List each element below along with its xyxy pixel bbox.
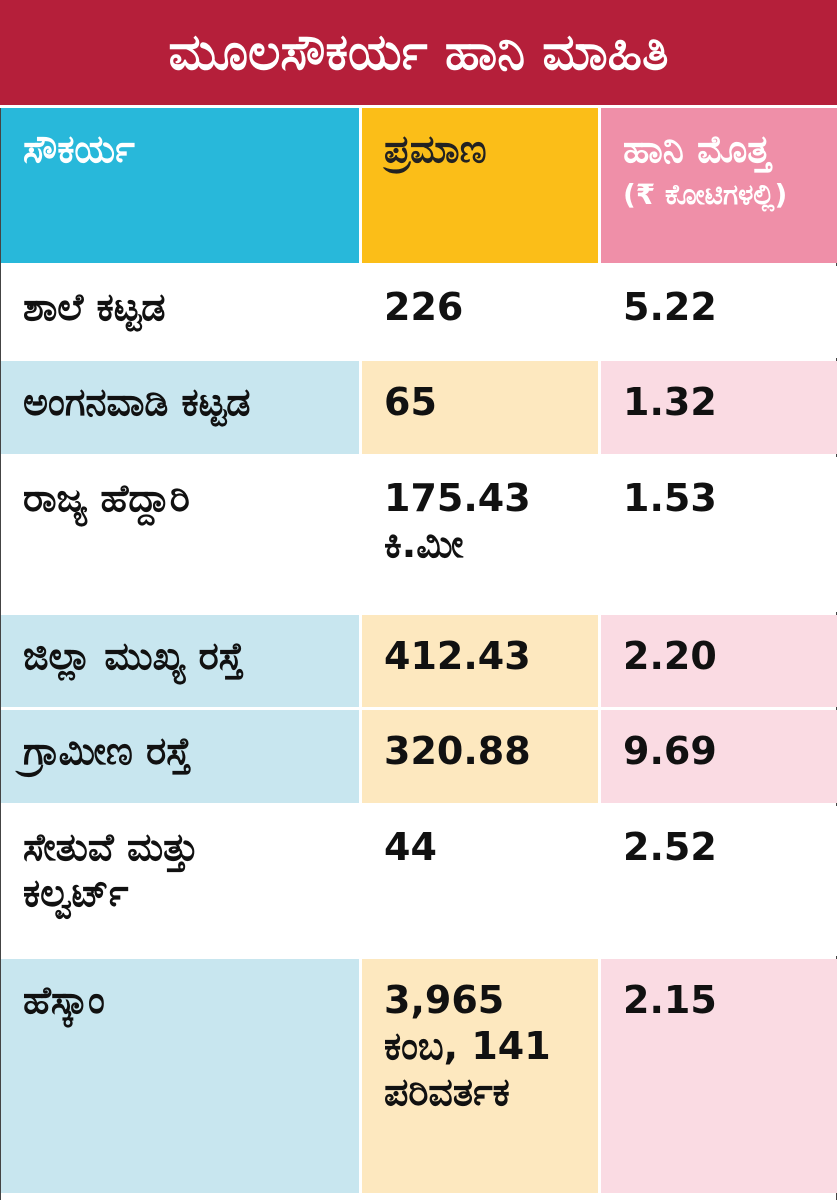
header-cell: ಹಾನಿ ಮೊತ್ತ (₹ ಕೋಟಿಗಳಲ್ಲಿ) xyxy=(601,108,837,263)
table-cell: 44 xyxy=(362,806,598,956)
table-cell: 9.69 xyxy=(601,710,837,803)
table-cell-text: ಕಿ.ಮೀ xyxy=(384,522,464,566)
title-bar: ಮೂಲಸೌಕರ್ಯ ಹಾನಿ ಮಾಹಿತಿ xyxy=(0,0,837,108)
header-cell-text: ಸೌಕರ್ಯ xyxy=(23,127,135,171)
table-cell: 1.32 xyxy=(601,361,837,454)
table-cell-text: 5.22 xyxy=(623,285,717,329)
table-cell: 1.53 xyxy=(601,457,837,612)
table-cell: 65 xyxy=(362,361,598,454)
table-cell-text: 9.69 xyxy=(623,729,717,773)
table-cell-text: ಪರಿವರ್ತಕ xyxy=(384,1070,510,1114)
table-cell: 412.43 xyxy=(362,615,598,707)
table-cell: ಅಂಗನವಾಡಿ ಕಟ್ಟಡ xyxy=(1,361,359,454)
table-cell-text: ಶಾಲೆ ಕಟ್ಟಡ xyxy=(23,285,166,329)
header-cell: ಪ್ರಮಾಣ xyxy=(362,108,598,263)
table-cell-text: 65 xyxy=(384,380,437,424)
table-cell: 3,965 ಕಂಬ, 141 ಪರಿವರ್ತಕ xyxy=(362,959,598,1193)
table-cell: ಸೇತುವೆ ಮತ್ತು ಕಲ್ವರ್ಟ್ xyxy=(1,806,359,956)
table-cell: 2.52 xyxy=(601,806,837,956)
table-cell-text: ಸೇತುವೆ ಮತ್ತು xyxy=(23,825,199,869)
header-cell-text: ಪ್ರಮಾಣ xyxy=(384,127,487,171)
header-cell: ಸೌಕರ್ಯ xyxy=(1,108,359,263)
table-cell-text: 44 xyxy=(384,825,437,869)
table-cell: ಜಿಲ್ಲಾ ಮುಖ್ಯ ರಸ್ತೆ xyxy=(1,615,359,707)
table-cell-text: ಕಲ್ವರ್ಟ್ xyxy=(23,871,129,915)
table-cell-text: 412.43 xyxy=(384,634,531,678)
table-cell-text: ಹೆಸ್ಕಾಂ xyxy=(23,978,105,1022)
table-cell-text: ಜಿಲ್ಲಾ ಮುಖ್ಯ ರಸ್ತೆ xyxy=(23,634,244,678)
table: ಸೌಕರ್ಯ ಪ್ರಮಾಣ ಹಾನಿ ಮೊತ್ತ (₹ ಕೋಟಿಗಳಲ್ಲಿ) ಶಾಲೆ… xyxy=(0,108,837,1200)
table-cell: ಗ್ರಾಮೀಣ ರಸ್ತೆ xyxy=(1,710,359,803)
table-cell-text: ಗ್ರಾಮೀಣ ರಸ್ತೆ xyxy=(23,729,192,773)
table-cell-text: 226 xyxy=(384,285,464,329)
table-cell-text: ಅಂಗನವಾಡಿ ಕಟ್ಟಡ xyxy=(23,380,251,424)
header-cell-text: ಹಾನಿ ಮೊತ್ತ xyxy=(623,127,771,171)
table-cell: ಹೆಸ್ಕಾಂ xyxy=(1,959,359,1193)
table-cell-text: 1.53 xyxy=(623,476,717,520)
table-cell-text: 2.15 xyxy=(623,978,717,1022)
table-cell-text: 2.20 xyxy=(623,634,717,678)
table-cell-text: 1.32 xyxy=(623,380,717,424)
table-cell-text: 175.43 xyxy=(384,476,531,520)
table-cell-text: 320.88 xyxy=(384,729,531,773)
table-cell: ರಾಜ್ಯ ಹೆದ್ದಾರಿ xyxy=(1,457,359,612)
header-cell-text: (₹ ಕೋಟಿಗಳಲ್ಲಿ) xyxy=(623,178,788,211)
table-cell-text: ಕಂಬ, 141 xyxy=(384,1024,551,1068)
table-cell: 2.20 xyxy=(601,615,837,707)
title: ಮೂಲಸೌಕರ್ಯ ಹಾನಿ ಮಾಹಿತಿ xyxy=(168,23,669,81)
table-cell: 5.22 xyxy=(601,266,837,358)
table-cell-text: 3,965 xyxy=(384,978,505,1022)
table-cell-text: ರಾಜ್ಯ ಹೆದ್ದಾರಿ xyxy=(23,476,190,520)
table-cell: 320.88 xyxy=(362,710,598,803)
table-cell: 175.43 ಕಿ.ಮೀ xyxy=(362,457,598,612)
table-cell-text: 2.52 xyxy=(623,825,717,869)
table-cell: ಶಾಲೆ ಕಟ್ಟಡ xyxy=(1,266,359,358)
table-cell: 2.15 xyxy=(601,959,837,1193)
table-cell: 226 xyxy=(362,266,598,358)
